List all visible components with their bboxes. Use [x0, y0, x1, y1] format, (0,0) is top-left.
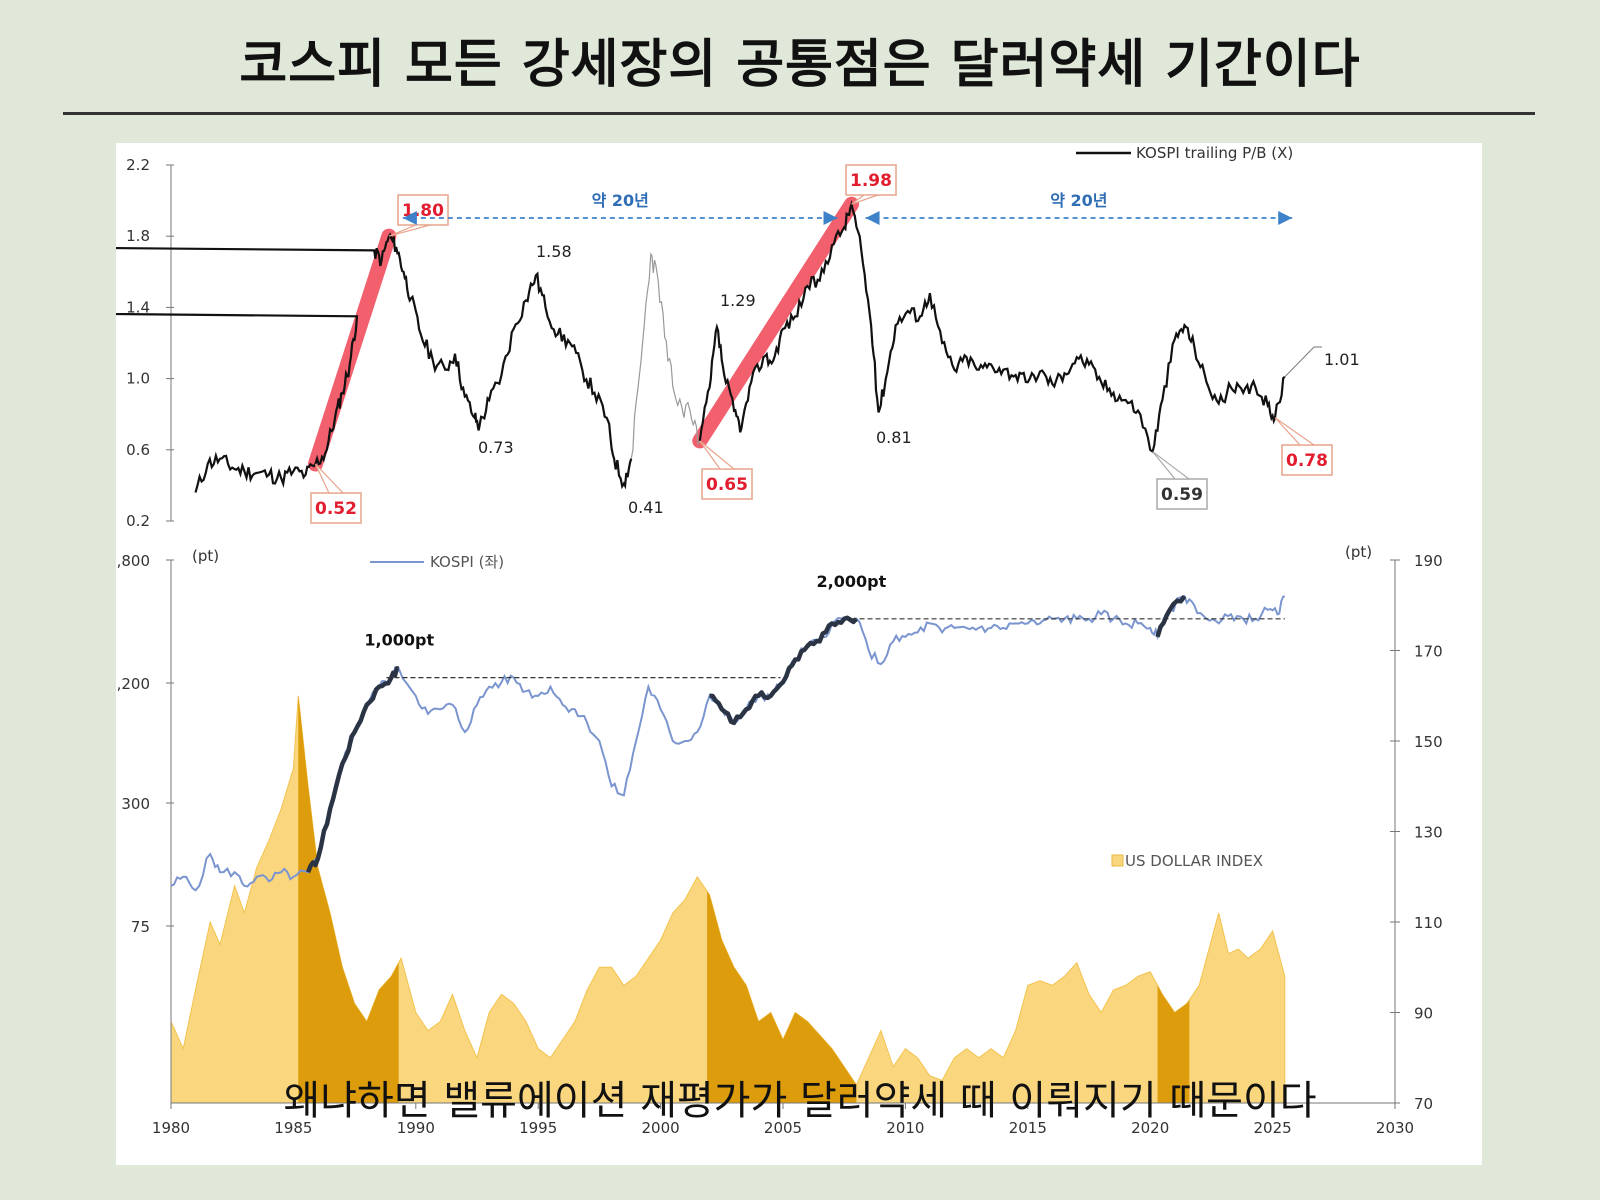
- pb-callout-label: 0.78: [1286, 451, 1328, 471]
- duration-arrow-head-left: [402, 211, 417, 225]
- right-y-tick-label: 110: [1414, 914, 1443, 932]
- x-tick-label: 2030: [1376, 1119, 1414, 1137]
- pb-y-tick-label: 1.0: [126, 370, 150, 388]
- pb-y-tick-label: 1.4: [126, 298, 150, 316]
- kospi-bull-segment: [1155, 594, 1187, 638]
- duration-arrow-head-right: [823, 211, 838, 225]
- x-tick-label: 1985: [274, 1119, 312, 1137]
- x-tick-label: 2020: [1131, 1119, 1169, 1137]
- pb-callout-box: [397, 194, 449, 226]
- right-axis-unit: (pt): [1345, 543, 1372, 561]
- level-label: 2,000pt: [817, 572, 887, 591]
- pb-value-label: 0.81: [876, 428, 912, 447]
- kospi-line: [170, 594, 1286, 892]
- pb-y-tick-label: 1.8: [126, 227, 150, 245]
- left-y-tick-label: ,800: [117, 552, 150, 570]
- x-tick-label: 1990: [397, 1119, 435, 1137]
- pb-line-gap: [630, 252, 701, 459]
- pb-value-label: 1.01: [1324, 350, 1360, 369]
- pb-callout-pointer: [388, 224, 431, 237]
- kospi-legend-label: KOSPI (좌): [430, 553, 504, 571]
- left-y-tick-label: ,200: [117, 675, 150, 693]
- duration-label: 약 20년: [1050, 191, 1107, 210]
- x-tick-label: 1980: [152, 1119, 190, 1137]
- right-y-tick-label: 150: [1414, 733, 1443, 751]
- usd-index-dark-band: [1157, 985, 1190, 1103]
- pb-line-post-2000: [698, 200, 1286, 454]
- usd-index-dark-band: [298, 695, 399, 1103]
- x-tick-label: 2025: [1254, 1119, 1292, 1137]
- pb-callout-pointer: [1274, 417, 1316, 446]
- left-y-tick-label: 75: [131, 918, 150, 936]
- pb-bull-highlight: [692, 196, 860, 449]
- pb-callout-label: 0.59: [1161, 485, 1203, 505]
- pb-callout-pointer: [699, 440, 736, 470]
- pb-value-label: 1.58: [536, 242, 572, 261]
- level-label: 1,000pt: [364, 631, 434, 650]
- pb-callout-label: 0.52: [315, 499, 357, 519]
- pb-callout-box: [1156, 478, 1208, 510]
- duration-arrow-head-left: [865, 211, 880, 225]
- x-tick-label: 2010: [886, 1119, 924, 1137]
- left-axis-unit: (pt): [192, 547, 219, 565]
- pb-callout-label: 0.65: [706, 475, 748, 495]
- pb-y-tick-label: 2.2: [126, 156, 150, 174]
- chart-canvas: 2.2 1.8 1.4 1.0 0.6 0.2 KOSPI trailing P/B (X)…: [116, 144, 1443, 1137]
- x-tick-label: 2000: [642, 1119, 680, 1137]
- x-tick-label: 2005: [764, 1119, 802, 1137]
- right-y-tick-label: 130: [1414, 824, 1443, 842]
- pb-line-pre-2000: [116, 232, 633, 493]
- pb-callout-label: 1.98: [850, 171, 892, 191]
- pb-callout-box: [310, 492, 362, 524]
- usd-legend-swatch: [1111, 854, 1124, 867]
- pb-callout-box: [701, 468, 753, 500]
- pb-label-leader: [1284, 346, 1322, 378]
- kospi-bull-segment: [709, 615, 859, 726]
- video-caption: 왜냐하면 밸류에이션 재평가가 달러약세 때 이뤄지기 때문이다: [283, 1078, 1317, 1124]
- right-y-tick-label: 190: [1414, 552, 1443, 570]
- x-tick-label: 2015: [1009, 1119, 1047, 1137]
- page-title: 코스피 모든 강세장의 공통점은 달러약세 기간이다: [239, 35, 1361, 95]
- pb-value-label: 0.73: [478, 438, 514, 457]
- pb-callout-box: [1281, 444, 1333, 476]
- title-divider: [63, 112, 1535, 115]
- right-y-tick-label: 70: [1414, 1095, 1433, 1113]
- pb-value-label: 1.29: [720, 291, 756, 310]
- duration-arrow-head-right: [1278, 211, 1293, 225]
- pb-callout-pointer: [314, 463, 345, 494]
- pb-callout-pointer: [851, 194, 879, 205]
- pb-legend-label: KOSPI trailing P/B (X): [1136, 144, 1293, 162]
- right-y-tick-label: 90: [1414, 1005, 1433, 1023]
- usd-index-dark-band: [707, 891, 857, 1103]
- kospi-bull-segment: [306, 666, 400, 874]
- pb-y-tick-label: 0.6: [126, 441, 150, 459]
- pb-callout-pointer: [1152, 451, 1191, 480]
- pb-y-tick-label: 0.2: [126, 512, 150, 530]
- chart-panel: 2.2 1.8 1.4 1.0 0.6 0.2 KOSPI trailing P/B (X)…: [116, 143, 1482, 1165]
- left-y-tick-label: 300: [121, 795, 150, 813]
- duration-label: 약 20년: [592, 191, 649, 210]
- right-y-tick-label: 170: [1414, 643, 1443, 661]
- x-tick-label: 1995: [519, 1119, 557, 1137]
- pb-value-label: 0.41: [628, 498, 664, 517]
- usd-legend-label: US DOLLAR INDEX: [1125, 852, 1263, 870]
